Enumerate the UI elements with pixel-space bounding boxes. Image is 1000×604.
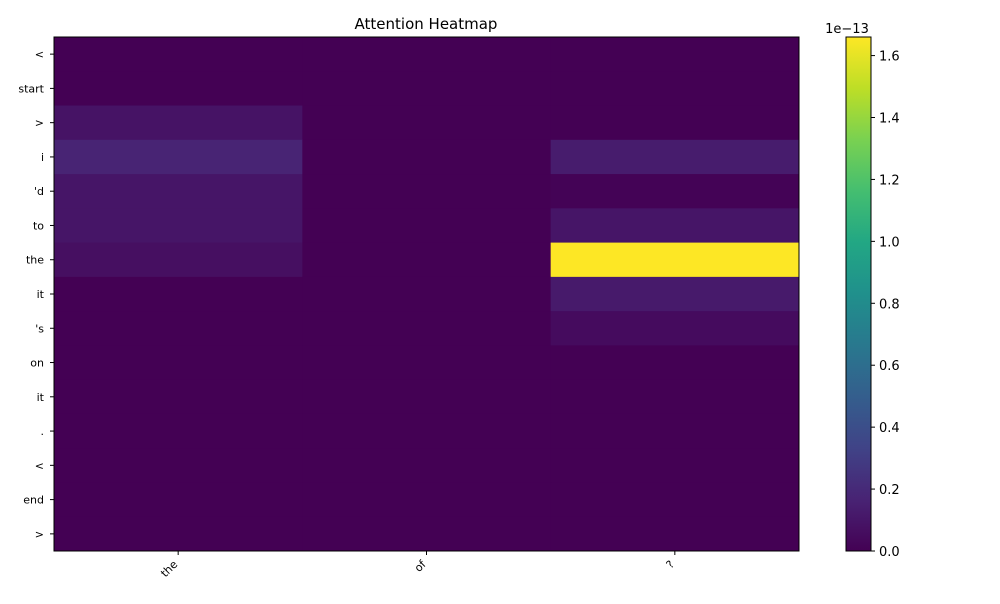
- x-tick-label: of: [412, 557, 429, 574]
- colorbar-tick-label: 0.8: [879, 297, 900, 312]
- colorbar-tick-label: 1.6: [879, 50, 900, 65]
- heatmap-cell: [54, 379, 303, 415]
- colorbar-tick-label: 0.4: [879, 421, 900, 436]
- colorbar-axis: 0.0 0.2 0.4 0.6 0.8 1.0 1.2 1.4 1.6: [871, 50, 900, 560]
- heatmap-cell: [54, 174, 303, 209]
- colorbar-tick-label: 0.6: [879, 359, 900, 374]
- y-tick-label: to: [33, 219, 44, 232]
- heatmap-cell: [54, 311, 303, 346]
- y-tick-label: <: [35, 459, 44, 472]
- y-tick-label: it: [37, 288, 45, 301]
- x-axis: the of?: [158, 551, 677, 580]
- heatmap-cell: [54, 37, 303, 72]
- y-tick-label: on: [30, 357, 44, 370]
- heatmap-cell: [302, 208, 552, 244]
- y-tick-label: >: [35, 117, 44, 130]
- colorbar-tick-label: 1.0: [879, 235, 900, 250]
- heatmap-cell: [302, 516, 552, 552]
- y-tick-label: >: [35, 528, 44, 541]
- heatmap-cell: [550, 208, 800, 244]
- colorbar-tick-label: 0.0: [879, 545, 900, 560]
- heatmap-cell: [54, 139, 303, 175]
- heatmap-cell: [550, 174, 800, 209]
- heatmap-cell: [302, 139, 552, 175]
- heatmap-cell: [302, 276, 552, 312]
- heatmap-cell: [302, 311, 552, 346]
- colorbar-tick-label: 1.4: [879, 112, 900, 127]
- heatmap-cell: [54, 516, 303, 552]
- heatmap-cell: [54, 413, 303, 449]
- x-tick-label: the: [158, 558, 180, 580]
- heatmap-cell: [550, 379, 800, 415]
- y-tick-label: .: [41, 425, 45, 438]
- heatmap-cell: [302, 174, 552, 209]
- heatmap-cell: [550, 516, 800, 552]
- heatmap-cell: [550, 71, 800, 107]
- x-tick-label: ?: [664, 558, 677, 571]
- heatmap-cell: [54, 105, 303, 141]
- heatmap-cell: [550, 37, 800, 72]
- heatmap-cell: [550, 345, 800, 381]
- y-tick-label: start: [18, 82, 44, 95]
- heatmap-cell: [54, 71, 303, 107]
- heatmap-cell: [550, 448, 800, 483]
- heatmap-cell: [54, 208, 303, 244]
- colorbar-tick-label: 0.2: [879, 483, 900, 498]
- heatmap-cell: [302, 37, 552, 72]
- chart-title: Attention Heatmap: [355, 15, 498, 33]
- heatmap-cell: [302, 105, 552, 141]
- heatmap-cell: [302, 482, 552, 518]
- y-tick-label: end: [23, 494, 44, 507]
- heatmap-cell: [54, 448, 303, 483]
- colorbar-tick-label: 1.2: [879, 173, 900, 188]
- heatmap-cell: [302, 448, 552, 483]
- heatmap-cell: [302, 71, 552, 107]
- heatmap-cells: [54, 37, 800, 552]
- heatmap-cell: [302, 242, 552, 278]
- y-tick-label: <: [35, 48, 44, 61]
- y-tick-label: it: [37, 391, 45, 404]
- heatmap-cell: [54, 276, 303, 312]
- heatmap-cell: [54, 345, 303, 381]
- heatmap-cell: [54, 242, 303, 278]
- heatmap-cell: [550, 311, 800, 346]
- y-tick-label: the: [26, 254, 44, 267]
- heatmap-cell: [550, 482, 800, 518]
- heatmap-cell: [550, 139, 800, 175]
- y-tick-label: 'd: [34, 185, 44, 198]
- y-tick-label: 's: [35, 322, 44, 335]
- heatmap-cell: [54, 482, 303, 518]
- heatmap-cell: [550, 276, 800, 312]
- heatmap-cell: [302, 413, 552, 449]
- y-axis: < start > i 'd to the it 's on it. < end >: [18, 48, 54, 541]
- colorbar-offset-label: 1e−13: [825, 22, 869, 37]
- y-tick-label: i: [41, 151, 44, 164]
- heatmap-cell: [302, 379, 552, 415]
- heatmap-cell: [302, 345, 552, 381]
- colorbar: [845, 36, 872, 552]
- heatmap-cell: [550, 105, 800, 141]
- heatmap-cell: [550, 242, 800, 278]
- heatmap-cell: [550, 413, 800, 449]
